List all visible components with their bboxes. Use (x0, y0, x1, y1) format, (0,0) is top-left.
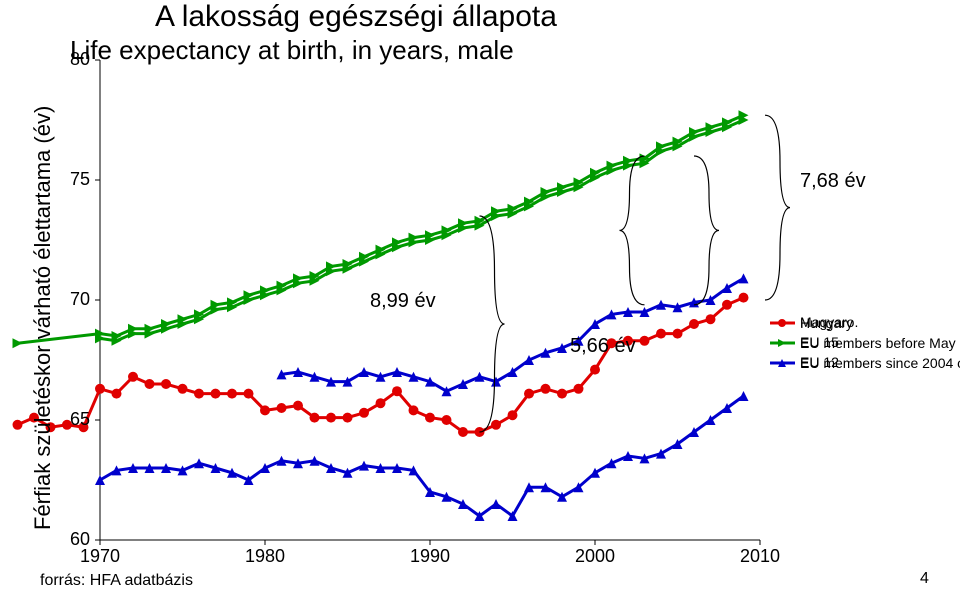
source-label: forrás: HFA adatbázis (40, 572, 193, 590)
chart-title: A lakosság egészségi állapota (155, 0, 557, 34)
chart-plot (0, 0, 960, 595)
x-tick-label: 2010 (730, 546, 790, 567)
chart-container: A lakosság egészségi állapota Life expec… (0, 0, 960, 595)
annotation-mid-left: 8,99 év (370, 290, 436, 313)
legend-label-eu12-over: EU 12 (800, 354, 839, 370)
y-tick-label: 75 (60, 169, 90, 190)
y-tick-label: 80 (60, 49, 90, 70)
x-tick-label: 1990 (400, 546, 460, 567)
x-tick-label: 1970 (70, 546, 130, 567)
y-axis-label: Férfiak születéskor várható élettartama … (30, 106, 56, 530)
y-tick-label: 65 (60, 409, 90, 430)
annotation-mid-right: 5,66 év (570, 335, 636, 358)
legend-label-hungary-over: Magyaro. (800, 314, 858, 330)
x-tick-label: 1980 (235, 546, 295, 567)
legend-label-eu15-over: EU 15 (800, 334, 839, 350)
page-number: 4 (920, 570, 929, 588)
y-tick-label: 70 (60, 289, 90, 310)
annotation-top-right: 7,68 év (800, 170, 866, 193)
x-tick-label: 2000 (565, 546, 625, 567)
chart-subtitle: Life expectancy at birth, in years, male (70, 35, 514, 66)
